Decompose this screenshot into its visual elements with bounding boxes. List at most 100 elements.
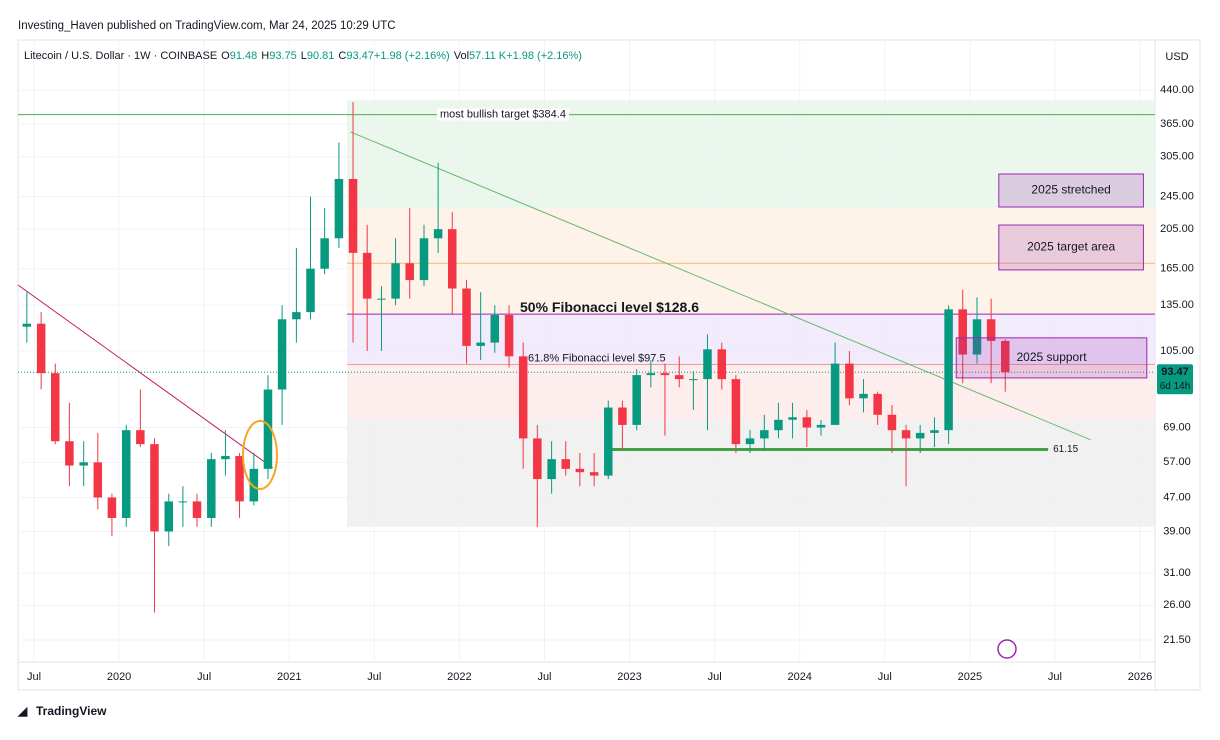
candle-body bbox=[689, 379, 698, 381]
candle-body bbox=[306, 268, 315, 313]
candle-body bbox=[36, 323, 46, 374]
y-tick-label: 165.00 bbox=[1160, 263, 1194, 275]
candle-body bbox=[745, 438, 755, 445]
candle-body bbox=[604, 407, 613, 476]
candle-body bbox=[717, 349, 727, 380]
annotation-line bbox=[17, 284, 274, 469]
y-tick-label: 21.50 bbox=[1163, 634, 1191, 646]
line-label: 61.8% Fibonacci level $97.5 bbox=[528, 352, 666, 364]
y-tick-label: 57.00 bbox=[1163, 456, 1191, 468]
legend-value: 93.75 bbox=[269, 50, 297, 62]
candle-body bbox=[221, 456, 230, 460]
candle-body bbox=[859, 393, 868, 399]
candle-body bbox=[164, 501, 174, 532]
target-box bbox=[998, 173, 1144, 208]
candle-body bbox=[22, 323, 32, 327]
candle-body bbox=[348, 178, 358, 253]
y-tick-label: 39.00 bbox=[1163, 525, 1191, 537]
candle-body bbox=[887, 414, 897, 431]
candle-body bbox=[518, 356, 528, 439]
x-tick-label: Jul bbox=[197, 671, 211, 683]
y-tick-label: 440.00 bbox=[1160, 84, 1194, 96]
zone bbox=[347, 314, 1155, 365]
x-tick-label: Jul bbox=[367, 671, 381, 683]
candle-body bbox=[958, 309, 967, 355]
candle-body bbox=[405, 263, 414, 281]
candle-body bbox=[377, 298, 386, 300]
x-tick-label: 2024 bbox=[787, 671, 811, 683]
candle-body bbox=[774, 419, 783, 431]
candle-body bbox=[845, 363, 854, 399]
candle-body bbox=[121, 430, 131, 518]
candle-body bbox=[277, 319, 287, 390]
currency: USD bbox=[1165, 51, 1188, 63]
candle-body bbox=[178, 501, 188, 503]
candle-body bbox=[447, 229, 457, 289]
candle-body bbox=[334, 178, 344, 239]
symbol: Litecoin / U.S. Dollar · 1W · COINBASE bbox=[24, 50, 217, 62]
legend-value: 91.48 bbox=[230, 50, 258, 62]
candle-body bbox=[107, 497, 117, 518]
candle-body bbox=[972, 319, 982, 355]
candle-body bbox=[731, 379, 741, 445]
target-box bbox=[955, 337, 1148, 379]
y-tick-label: 31.00 bbox=[1163, 567, 1191, 579]
candle-body bbox=[320, 238, 329, 269]
legend: Litecoin / U.S. Dollar · 1W · COINBASE O9… bbox=[24, 50, 582, 62]
x-tick-label: 2023 bbox=[617, 671, 641, 683]
candle-body bbox=[504, 314, 514, 357]
candle-body bbox=[930, 430, 939, 433]
candle-body bbox=[476, 342, 485, 346]
candle-body bbox=[986, 319, 996, 341]
legend-value: +1.98 (+2.16%) bbox=[374, 50, 450, 62]
candle-body bbox=[391, 263, 400, 299]
candle-body bbox=[136, 430, 145, 445]
candle-body bbox=[618, 407, 627, 425]
candle-body bbox=[207, 459, 216, 518]
y-tick-label: 69.00 bbox=[1163, 421, 1191, 433]
candle-body bbox=[802, 417, 812, 428]
candle-body bbox=[561, 459, 570, 469]
candle-body bbox=[79, 462, 88, 466]
candle-body bbox=[901, 430, 911, 439]
price-tag-value: 93.47 bbox=[1161, 366, 1189, 378]
candle-body bbox=[915, 432, 925, 439]
support-label: 61.15 bbox=[1053, 444, 1078, 455]
candle-body bbox=[150, 444, 159, 532]
x-tick-label: 2022 bbox=[447, 671, 471, 683]
candle-body bbox=[816, 424, 826, 428]
candle-body bbox=[575, 468, 585, 473]
x-tick-label: Jul bbox=[537, 671, 551, 683]
zone bbox=[347, 419, 1155, 527]
highlight-circle bbox=[242, 420, 278, 490]
candle-body bbox=[873, 393, 882, 415]
legend-value: +1.98 (+2.16%) bbox=[506, 50, 582, 62]
y-tick-label: 26.00 bbox=[1163, 599, 1191, 611]
candle-body bbox=[235, 456, 244, 502]
legend-label: H bbox=[261, 50, 269, 62]
candle-body bbox=[533, 438, 542, 480]
candle-body bbox=[362, 252, 372, 299]
candle-body bbox=[93, 462, 103, 498]
candle-body bbox=[547, 459, 556, 480]
price-tag-countdown: 6d 14h bbox=[1160, 381, 1191, 392]
layers: 61.15 most bullish target $384.4 50% Fibon… bbox=[17, 40, 1155, 662]
candle-body bbox=[674, 375, 684, 380]
box-label: 2025 stretched bbox=[1031, 183, 1110, 197]
label-bg bbox=[437, 108, 569, 121]
candle-body bbox=[760, 430, 769, 439]
y-tick-label: 245.00 bbox=[1160, 191, 1194, 203]
candle-body bbox=[51, 373, 60, 442]
box-label: 2025 support bbox=[1017, 350, 1088, 364]
footer-logo: TradingView bbox=[36, 704, 107, 718]
legend-value: 93.47 bbox=[346, 50, 374, 62]
legend-label: Vol bbox=[454, 50, 469, 62]
candle-body bbox=[1001, 340, 1010, 373]
frame bbox=[17, 39, 1201, 691]
candle-body bbox=[192, 501, 202, 518]
candle-body bbox=[646, 373, 656, 376]
legend-label: L bbox=[301, 50, 307, 62]
candle-body bbox=[263, 389, 273, 469]
line-label: 50% Fibonacci level $128.6 bbox=[520, 299, 699, 315]
